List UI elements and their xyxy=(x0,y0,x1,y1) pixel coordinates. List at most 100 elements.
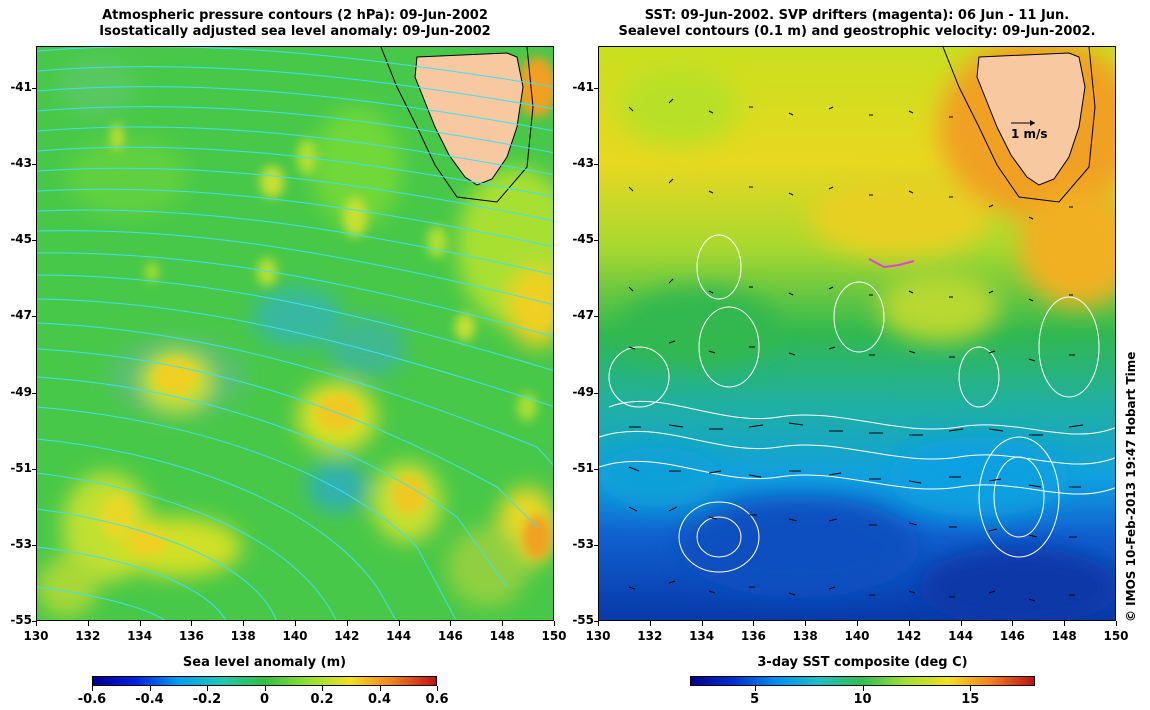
right-y-tick-mark xyxy=(594,392,598,394)
geostrophic-velocity-vectors xyxy=(628,98,1084,602)
left-x-tick-mark xyxy=(450,621,452,626)
sla-ticks-label: -0.6 xyxy=(77,692,107,707)
right-y-tick-label: -43 xyxy=(572,156,594,171)
left-y-tick-label: -49 xyxy=(10,384,32,399)
left-y-tick-mark xyxy=(32,392,36,394)
right-x-tick-mark xyxy=(1012,621,1014,626)
left-y-tick-mark xyxy=(32,621,36,622)
right-y-tick-label: -41 xyxy=(572,79,594,94)
right-y-tick-label: -51 xyxy=(572,460,594,475)
left-x-tick-mark xyxy=(295,621,296,626)
sla-ticks-mark xyxy=(437,686,438,691)
left-x-tick-label: 138 xyxy=(230,629,256,643)
left-title-line2: Isostatically adjusted sea level anomaly… xyxy=(99,24,491,39)
right-x-tick-label: 144 xyxy=(948,629,974,643)
right-x-tick-label: 140 xyxy=(844,629,870,643)
sla-ticks-label: 0.4 xyxy=(367,692,392,707)
left-x-tick-mark xyxy=(243,621,245,626)
left-x-tick-mark xyxy=(346,621,348,626)
sealevel-contours xyxy=(599,234,1115,573)
right-y-tick-mark xyxy=(594,544,598,546)
right-x-tick-mark xyxy=(753,621,755,626)
sla-anomaly-blobs xyxy=(37,57,553,617)
right-y-tick-label: -45 xyxy=(572,232,594,247)
right-y-tick-mark xyxy=(594,316,598,318)
left-x-tick-mark xyxy=(36,621,37,626)
vector-scale xyxy=(1011,120,1035,126)
right-y-tick-mark xyxy=(594,468,598,470)
right-x-tick-label: 146 xyxy=(999,629,1025,643)
left-y-tick-label: -55 xyxy=(10,613,32,627)
sst-ticks-label: 15 xyxy=(961,692,980,707)
sla-ticks-mark xyxy=(264,686,266,691)
right-x-tick-mark xyxy=(960,621,962,626)
left-title-line1: Atmospheric pressure contours (2 hPa): 0… xyxy=(102,8,488,23)
left-x-tick-label: 146 xyxy=(437,629,463,643)
left-title: Atmospheric pressure contours (2 hPa): 0… xyxy=(36,8,554,40)
sla-colorbar-title: Sea level anomaly (m) xyxy=(182,655,347,670)
left-x-tick-mark xyxy=(502,621,504,626)
sea-level-anomaly-map[interactable] xyxy=(36,46,554,621)
left-x-tick-label: 132 xyxy=(75,629,101,643)
sla-ticks-mark xyxy=(379,686,381,691)
left-y-tick-label: -45 xyxy=(10,232,32,247)
right-y-tick-label: -47 xyxy=(572,308,594,323)
sla-ticks-mark xyxy=(322,686,323,691)
sla-ticks-label: -0.4 xyxy=(135,692,164,707)
left-y-tick-label: -41 xyxy=(10,79,32,94)
sst-ticks-label: 5 xyxy=(750,692,760,707)
right-x-tick-mark xyxy=(1064,621,1066,626)
sla-ticks-label: 0.6 xyxy=(425,692,449,707)
left-y-tick-mark xyxy=(32,240,36,242)
right-y-tick-mark xyxy=(594,87,598,89)
right-y-tick-label: -55 xyxy=(572,613,594,627)
sla-ticks-label: 0 xyxy=(259,692,270,707)
bathymetry-contour xyxy=(942,47,1096,203)
left-x-tick-mark xyxy=(554,621,555,626)
left-y-tick-label: -53 xyxy=(10,536,32,551)
left-y-tick-mark xyxy=(32,468,36,470)
left-x-tick-mark xyxy=(398,621,400,626)
right-title-line1: SST: 09-Jun-2002. SVP drifters (magenta)… xyxy=(644,8,1070,23)
sst-ticks-label: 10 xyxy=(853,692,872,707)
left-x-tick-mark xyxy=(139,621,141,626)
sla-ticks-mark xyxy=(92,686,93,691)
left-y-tick-mark xyxy=(32,164,36,166)
left-y-tick-label: -47 xyxy=(10,308,32,323)
sla-ticks-label: -0.2 xyxy=(192,692,222,707)
right-x-tick-label: 142 xyxy=(896,629,922,643)
sla-ticks-mark xyxy=(149,686,151,691)
right-x-tick-mark xyxy=(805,621,807,626)
left-x-tick-label: 136 xyxy=(178,629,204,643)
right-y-tick-label: -53 xyxy=(572,536,594,551)
left-x-tick-label: 142 xyxy=(334,629,360,643)
left-x-tick-label: 134 xyxy=(127,629,153,643)
left-x-tick-label: 144 xyxy=(386,629,412,643)
left-x-tick-label: 140 xyxy=(282,629,308,643)
sst-map[interactable]: 1 m/s xyxy=(598,46,1116,621)
sla-ticks-label: 0.2 xyxy=(310,692,334,707)
right-x-tick-mark xyxy=(598,621,599,626)
sst-ticks-mark xyxy=(970,686,972,691)
left-x-tick-label: 130 xyxy=(23,629,49,643)
sla-colorbar xyxy=(92,676,437,686)
sst-colorbar-title: 3-day SST composite (deg C) xyxy=(757,655,968,670)
left-y-tick-mark xyxy=(32,544,36,546)
right-x-tick-label: 134 xyxy=(689,629,715,643)
right-y-tick-mark xyxy=(594,621,598,622)
pressure-contours xyxy=(37,47,553,620)
left-x-tick-label: 150 xyxy=(541,629,567,643)
tasmania-land xyxy=(976,52,1086,186)
right-x-tick-mark xyxy=(857,621,858,626)
right-x-tick-label: 136 xyxy=(740,629,766,643)
left-x-tick-mark xyxy=(87,621,89,626)
right-title-line2: Sealevel contours (0.1 m) and geostrophi… xyxy=(618,24,1096,39)
left-y-tick-mark xyxy=(32,87,36,89)
right-y-tick-label: -49 xyxy=(572,384,594,399)
right-title: SST: 09-Jun-2002. SVP drifters (magenta)… xyxy=(598,8,1116,40)
left-y-tick-label: -51 xyxy=(10,460,32,475)
right-x-tick-label: 132 xyxy=(637,629,663,643)
sea-level-anomaly-plot xyxy=(37,47,553,620)
sst-plot xyxy=(599,47,1115,620)
sla-ticks-mark xyxy=(207,686,208,691)
